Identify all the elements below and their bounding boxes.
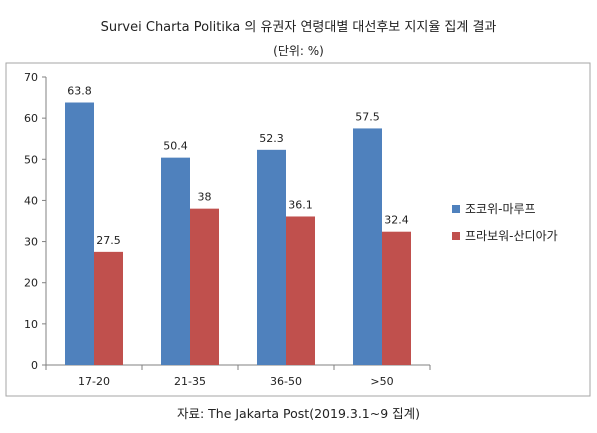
data-label: 63.8 (67, 85, 92, 98)
y-tick-label: 20 (24, 277, 38, 290)
data-label: 57.5 (355, 110, 380, 123)
source-note: 자료: The Jakarta Post(2019.3.1~9 집계) (176, 406, 421, 421)
x-tick-label: >50 (370, 375, 393, 388)
data-label: 52.3 (259, 132, 284, 145)
bar (353, 128, 382, 365)
y-tick-label: 60 (24, 112, 38, 125)
bar (257, 149, 286, 365)
bar (382, 231, 411, 365)
bar (65, 102, 94, 365)
legend-label: 조코위-마루프 (465, 202, 536, 216)
y-tick-label: 10 (24, 318, 38, 331)
chart-title: Survei Charta Politika 의 유권자 연령대별 대선후보 지… (100, 20, 497, 35)
y-tick-label: 70 (24, 71, 38, 84)
chart-subtitle: (단위: %) (273, 44, 324, 58)
data-label: 38 (198, 191, 212, 204)
data-label: 32.4 (384, 214, 409, 227)
legend-label: 프라보워-산디아가 (465, 229, 558, 243)
data-label: 50.4 (163, 140, 188, 153)
y-tick-label: 40 (24, 194, 38, 207)
chart-border (5, 62, 591, 397)
legend-swatch (452, 205, 460, 213)
plot-area: 0 10 20 30 40 50 60 70 17-20 63.8 27.5 21-35 50.4 38 3… (24, 71, 431, 388)
data-label: 27.5 (96, 234, 121, 247)
x-tick-label: 21-35 (174, 375, 206, 388)
y-tick-label: 30 (24, 236, 38, 249)
x-tick-label: 36-50 (270, 375, 302, 388)
bar (286, 216, 315, 365)
y-tick-label: 50 (24, 153, 38, 166)
x-tick-label: 17-20 (78, 375, 110, 388)
y-tick-label: 0 (31, 359, 38, 372)
bar (161, 157, 190, 365)
legend-swatch (452, 232, 460, 240)
bar (190, 208, 219, 365)
data-label: 36.1 (288, 198, 313, 211)
bar (94, 251, 123, 365)
